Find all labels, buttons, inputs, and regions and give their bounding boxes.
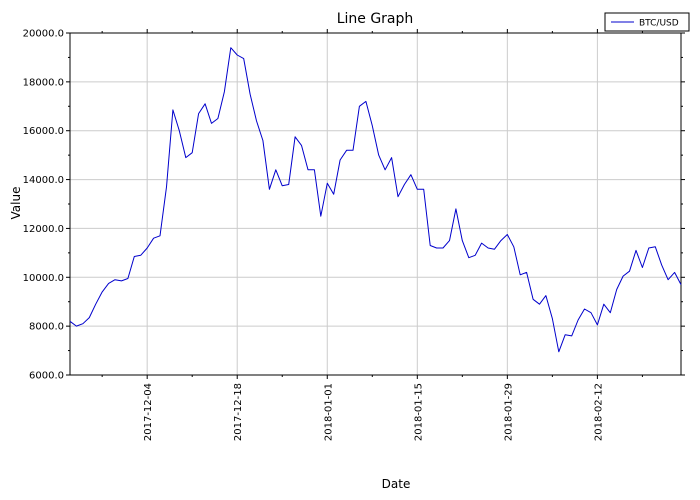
y-tick-label: 10000.0 [23,273,64,284]
legend-box [604,12,690,32]
y-tick-label: 18000.0 [23,77,64,88]
x-tick-label: 2018-01-01 [323,383,334,441]
x-tick-label: 2017-12-18 [233,383,244,441]
x-axis-title: Date [382,477,411,491]
y-axis-title: Value [9,187,23,220]
series-line-btc-usd [69,47,682,353]
y-tick-label: 14000.0 [23,175,64,186]
y-axis: 6000.0 8000.0 10000.0 12000.0 14000.0 16000.0… [23,29,685,382]
x-axis: 2017-12-04 2017-12-18 2018-01-01 2018-01-15… [101,29,643,441]
series-layer [69,47,682,353]
x-tick-label: 2018-01-29 [503,383,514,441]
x-tick-label: 2017-12-04 [143,383,154,441]
y-tick-label: 8000.0 [29,322,64,333]
legend-label: BTC/USD [639,19,679,29]
chart-title: Line Graph [337,11,414,27]
y-tick-label: 6000.0 [29,371,64,382]
x-tick-label: 2018-01-15 [413,383,424,441]
x-tick-label: 2018-02-12 [593,383,604,441]
legend: BTC/USD [604,12,690,32]
y-tick-label: 16000.0 [23,126,64,137]
y-tick-label: 12000.0 [23,224,64,235]
y-tick-label: 20000.0 [23,29,64,40]
